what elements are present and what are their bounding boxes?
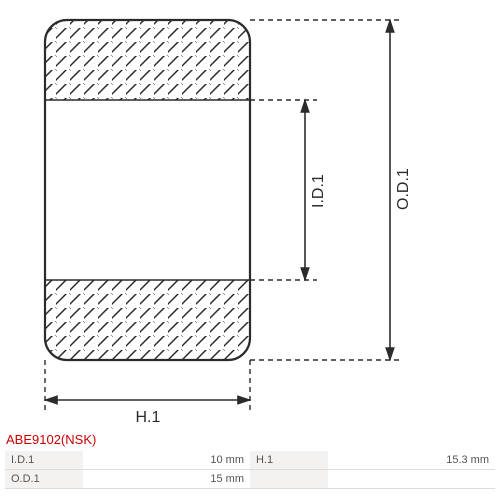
spec-value [328,470,495,489]
svg-text:H.1: H.1 [136,409,161,426]
part-number: ABE9102(NSK) [0,430,500,451]
svg-text:I.D.1: I.D.1 [310,174,327,208]
spec-value: 10 mm [83,451,250,470]
spec-key [250,470,328,489]
svg-text:O.D.1: O.D.1 [395,168,412,210]
spec-key: I.D.1 [5,451,83,470]
table-row: I.D.1 10 mm H.1 15.3 mm [5,451,495,470]
spec-key: H.1 [250,451,328,470]
spec-value: 15 mm [83,470,250,489]
spec-table: I.D.1 10 mm H.1 15.3 mm O.D.1 15 mm [5,451,495,489]
table-row: O.D.1 15 mm [5,470,495,489]
bearing-diagram: O.D.1 I.D.1 H.1 [0,0,500,430]
spec-key: O.D.1 [5,470,83,489]
spec-value: 15.3 mm [328,451,495,470]
